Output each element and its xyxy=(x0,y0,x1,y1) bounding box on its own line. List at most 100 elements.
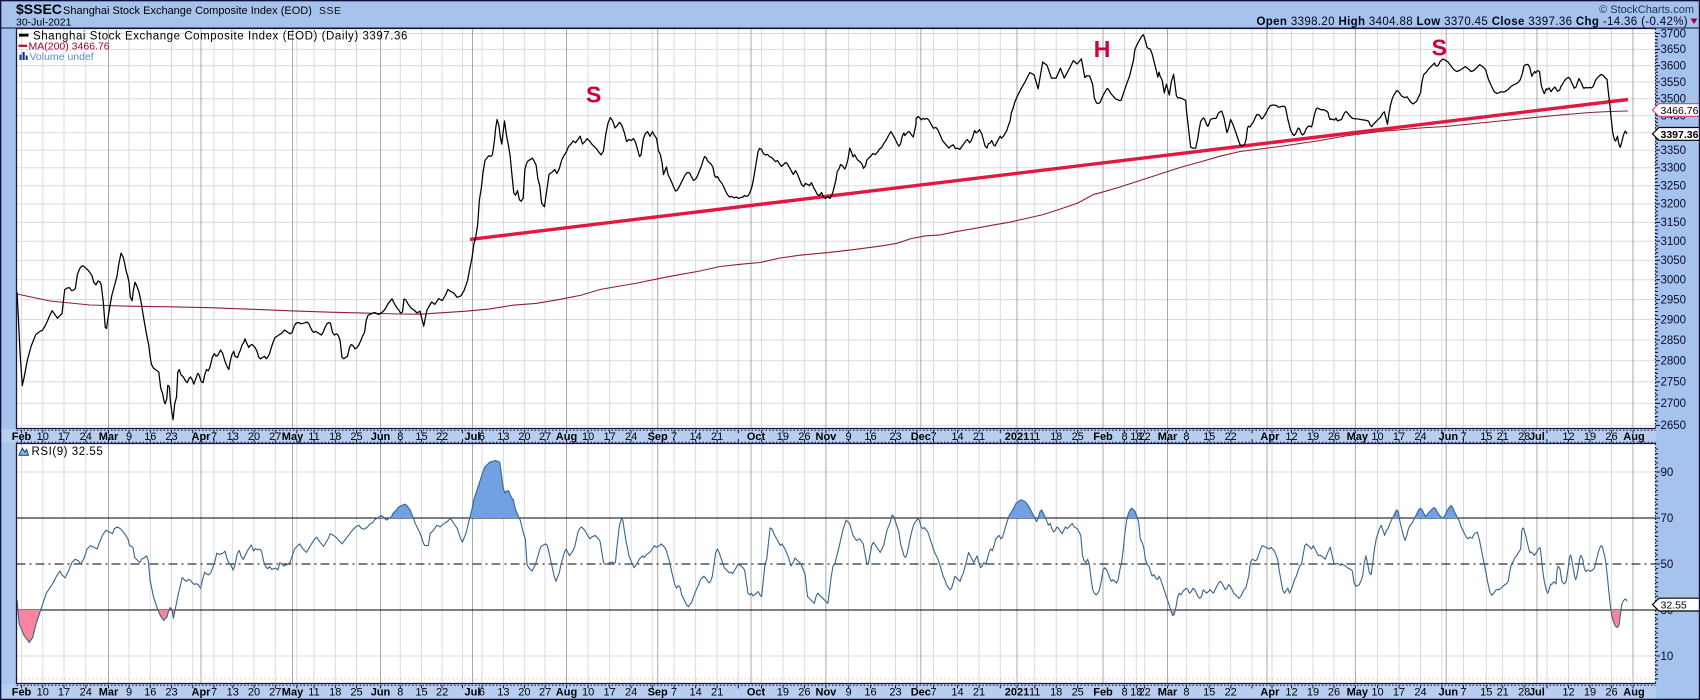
svg-text:23: 23 xyxy=(889,431,901,443)
svg-text:8: 8 xyxy=(1183,687,1189,699)
svg-text:22: 22 xyxy=(1139,687,1151,699)
svg-text:13: 13 xyxy=(497,431,509,443)
svg-text:19: 19 xyxy=(1307,687,1319,699)
svg-text:17: 17 xyxy=(58,431,70,443)
svg-text:27: 27 xyxy=(539,687,551,699)
svg-text:20: 20 xyxy=(518,687,530,699)
svg-text:15: 15 xyxy=(1480,431,1492,443)
svg-text:9: 9 xyxy=(846,687,852,699)
svg-text:24: 24 xyxy=(625,431,637,443)
svg-text:Mar: Mar xyxy=(99,431,119,443)
svg-text:Jul: Jul xyxy=(465,431,481,443)
svg-text:19: 19 xyxy=(1584,431,1596,443)
svg-text:17: 17 xyxy=(58,687,70,699)
svg-text:32.55: 32.55 xyxy=(1661,600,1687,612)
svg-text:2800: 2800 xyxy=(1661,356,1687,368)
svg-text:Jul: Jul xyxy=(1529,687,1545,699)
svg-text:3700: 3700 xyxy=(1661,28,1687,40)
svg-text:24: 24 xyxy=(1414,687,1426,699)
svg-text:13: 13 xyxy=(227,687,239,699)
svg-text:7: 7 xyxy=(1460,687,1466,699)
svg-text:12: 12 xyxy=(1562,431,1574,443)
svg-text:9: 9 xyxy=(846,431,852,443)
svg-text:18: 18 xyxy=(1050,431,1062,443)
svg-text:7: 7 xyxy=(671,687,677,699)
svg-text:16: 16 xyxy=(144,687,156,699)
svg-text:30-Jul-2021: 30-Jul-2021 xyxy=(16,17,72,29)
svg-text:21: 21 xyxy=(973,431,985,443)
svg-text:22: 22 xyxy=(1225,431,1237,443)
svg-text:Open 3398.20 High 3404.88 Low: Open 3398.20 High 3404.88 Low 3370.45 Cl… xyxy=(1257,16,1688,28)
svg-text:21: 21 xyxy=(711,431,723,443)
svg-text:19: 19 xyxy=(777,431,789,443)
svg-text:18: 18 xyxy=(329,687,341,699)
svg-text:Aug: Aug xyxy=(1623,687,1644,699)
svg-text:Volume undef: Volume undef xyxy=(30,51,94,63)
svg-text:16: 16 xyxy=(864,431,876,443)
svg-text:14: 14 xyxy=(689,431,701,443)
svg-text:3600: 3600 xyxy=(1661,60,1687,72)
svg-text:8: 8 xyxy=(1183,431,1189,443)
svg-text:7: 7 xyxy=(211,687,217,699)
svg-text:10: 10 xyxy=(37,687,49,699)
svg-text:May: May xyxy=(1347,431,1369,443)
svg-text:20: 20 xyxy=(248,687,260,699)
svg-text:Apr: Apr xyxy=(192,431,212,443)
svg-text:24: 24 xyxy=(1414,431,1426,443)
svg-text:2950: 2950 xyxy=(1661,294,1687,306)
svg-text:8: 8 xyxy=(1121,431,1127,443)
svg-text:28: 28 xyxy=(1518,431,1530,443)
svg-text:10: 10 xyxy=(582,431,594,443)
svg-text:24: 24 xyxy=(625,687,637,699)
svg-text:Jun: Jun xyxy=(1439,431,1459,443)
svg-text:24: 24 xyxy=(80,687,92,699)
svg-text:3200: 3200 xyxy=(1661,199,1687,211)
svg-text:90: 90 xyxy=(1661,467,1674,479)
svg-text:13: 13 xyxy=(227,431,239,443)
svg-text:3550: 3550 xyxy=(1661,77,1687,89)
svg-text:9: 9 xyxy=(126,431,132,443)
svg-text:26: 26 xyxy=(798,431,810,443)
svg-text:25: 25 xyxy=(350,687,362,699)
svg-text:22: 22 xyxy=(436,687,448,699)
svg-text:Apr: Apr xyxy=(1260,687,1280,699)
svg-text:50: 50 xyxy=(1661,559,1674,571)
svg-text:10: 10 xyxy=(1371,431,1383,443)
svg-text:2700: 2700 xyxy=(1661,398,1687,410)
svg-text:RSI(9) 32.55: RSI(9) 32.55 xyxy=(32,446,104,458)
svg-text:24: 24 xyxy=(80,431,92,443)
svg-text:12: 12 xyxy=(1285,687,1297,699)
svg-text:Jun: Jun xyxy=(1439,687,1459,699)
svg-text:3100: 3100 xyxy=(1661,236,1687,248)
svg-text:11: 11 xyxy=(308,431,319,443)
svg-text:Shanghai Stock Exchange Compos: Shanghai Stock Exchange Composite Index … xyxy=(33,31,408,43)
svg-text:Jul: Jul xyxy=(1529,431,1545,443)
svg-text:3350: 3350 xyxy=(1661,145,1687,157)
svg-text:19: 19 xyxy=(1307,431,1319,443)
svg-text:Jul: Jul xyxy=(465,687,481,699)
svg-text:Jun: Jun xyxy=(371,687,391,699)
svg-text:7: 7 xyxy=(1460,431,1466,443)
svg-text:17: 17 xyxy=(1393,431,1405,443)
svg-text:22: 22 xyxy=(436,431,448,443)
svg-text:7: 7 xyxy=(930,431,936,443)
svg-text:25: 25 xyxy=(1072,431,1084,443)
svg-text:Shanghai Stock Exchange Compos: Shanghai Stock Exchange Composite Index … xyxy=(63,5,312,17)
svg-text:2750: 2750 xyxy=(1661,377,1687,389)
svg-text:Sep: Sep xyxy=(648,687,668,699)
svg-text:2021: 2021 xyxy=(1005,431,1029,443)
svg-text:8: 8 xyxy=(397,431,403,443)
svg-text:21: 21 xyxy=(973,687,985,699)
svg-text:3250: 3250 xyxy=(1661,181,1687,193)
svg-text:27: 27 xyxy=(269,687,281,699)
svg-text:Mar: Mar xyxy=(1158,431,1178,443)
svg-text:70: 70 xyxy=(1661,513,1674,525)
svg-text:18: 18 xyxy=(1050,687,1062,699)
svg-text:26: 26 xyxy=(1605,687,1617,699)
svg-text:28: 28 xyxy=(1518,687,1530,699)
svg-text:MA(200) 3466.76: MA(200) 3466.76 xyxy=(29,41,110,53)
svg-text:22: 22 xyxy=(1139,431,1151,443)
svg-text:20: 20 xyxy=(248,431,260,443)
svg-text:12: 12 xyxy=(1285,431,1297,443)
svg-text:26: 26 xyxy=(1328,687,1340,699)
